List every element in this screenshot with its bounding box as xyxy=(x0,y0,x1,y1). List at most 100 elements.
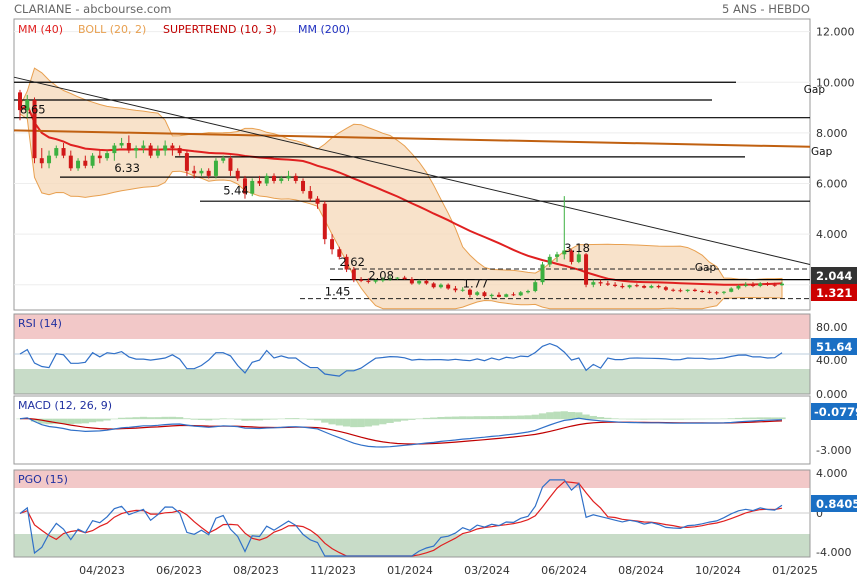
macd-histogram-bar xyxy=(509,415,518,420)
macd-histogram-bar xyxy=(190,418,198,420)
macd-histogram-bar xyxy=(364,418,372,427)
macd-histogram-bar xyxy=(125,417,133,420)
candle-body xyxy=(221,158,226,161)
candle-body xyxy=(322,203,327,240)
candle-body xyxy=(264,175,269,184)
macd-histogram-bar xyxy=(67,418,75,425)
macd-histogram-bar xyxy=(567,412,576,420)
candle-body xyxy=(489,294,494,297)
candle-body xyxy=(678,290,683,292)
candle-body xyxy=(213,160,218,176)
macd-histogram-bar xyxy=(742,417,750,420)
candle-body xyxy=(642,285,647,288)
candle-body xyxy=(293,175,298,181)
candle-body xyxy=(780,283,784,286)
candle-body xyxy=(380,279,385,281)
candle-body xyxy=(184,153,189,171)
candle-body xyxy=(417,280,422,284)
rsi-overbought-zone xyxy=(14,314,810,339)
candle-body xyxy=(301,180,306,192)
candle-body xyxy=(743,284,748,286)
macd-histogram-bar xyxy=(749,417,757,420)
macd-histogram-bar xyxy=(575,412,583,420)
candle-body xyxy=(605,283,610,285)
macd-histogram-bar xyxy=(655,418,663,420)
candle-body xyxy=(32,99,37,159)
macd-tick: -3.000 xyxy=(816,444,851,457)
macd-histogram-bar xyxy=(401,418,409,421)
x-tick-label: 11/2023 xyxy=(310,564,356,577)
x-tick-label: 01/2024 xyxy=(387,564,433,577)
candle-body xyxy=(47,155,52,164)
candle-body xyxy=(591,282,596,285)
legend-boll: BOLL (20, 2) xyxy=(78,23,146,36)
macd-histogram-bar xyxy=(466,416,474,420)
macd-histogram-bar xyxy=(604,417,612,420)
macd-histogram-bar xyxy=(226,418,235,420)
candle-body xyxy=(402,277,407,280)
candle-body xyxy=(25,99,30,111)
pgo-tick-4: 4.000 xyxy=(816,467,848,480)
macd-histogram-bar xyxy=(691,418,699,420)
macd-histogram-bar xyxy=(437,416,445,420)
candle-body xyxy=(765,283,770,285)
macd-histogram-bar xyxy=(255,418,264,421)
candle-body xyxy=(518,292,523,296)
macd-histogram-bar xyxy=(473,416,481,420)
candle-body xyxy=(83,160,88,166)
macd-histogram-bar xyxy=(335,418,343,426)
price-annotation: 3.18 xyxy=(564,241,590,255)
candle-body xyxy=(729,288,734,292)
candle-body xyxy=(170,145,175,149)
macd-histogram-bar xyxy=(640,418,648,420)
x-tick-label: 06/2024 xyxy=(541,564,587,577)
macd-histogram-bar xyxy=(161,416,169,420)
x-tick-label: 10/2024 xyxy=(695,564,741,577)
macd-histogram-bar xyxy=(147,417,155,420)
macd-line xyxy=(19,417,783,448)
price-annotation: 2.62 xyxy=(339,255,365,269)
long-trendline xyxy=(13,129,811,148)
pgo-upper-zone xyxy=(14,470,810,488)
macd-histogram-bar xyxy=(168,416,177,420)
macd-histogram-bar xyxy=(234,418,242,420)
macd-histogram-bar xyxy=(582,414,590,420)
macd-histogram-bar xyxy=(778,417,786,420)
candle-body xyxy=(148,145,153,156)
rsi-last-value: 51.64 xyxy=(816,340,852,354)
candle-body xyxy=(714,292,719,294)
candle-body xyxy=(105,153,110,159)
gap-label: Gap xyxy=(695,262,717,274)
macd-histogram-bar xyxy=(553,411,561,420)
candle-body xyxy=(620,285,625,288)
macd-histogram-bar xyxy=(59,418,68,424)
macd-last-value: -0.0779 xyxy=(814,405,860,419)
price-annotation: 1.77 xyxy=(463,277,489,291)
x-tick-label: 08/2024 xyxy=(618,564,664,577)
candle-body xyxy=(482,292,487,297)
rsi-label: RSI (14) xyxy=(18,317,62,330)
candle-body xyxy=(388,278,393,280)
macd-histogram-bar xyxy=(531,414,539,420)
candle-body xyxy=(250,180,255,194)
candle-body xyxy=(526,291,530,293)
macd-histogram-bar xyxy=(415,418,423,420)
macd-histogram-bar xyxy=(110,418,118,420)
pgo-label: PGO (15) xyxy=(18,473,68,486)
macd-histogram-bar xyxy=(618,418,626,420)
macd-histogram-bar xyxy=(422,417,431,420)
candle-body xyxy=(373,280,378,282)
macd-histogram-bar xyxy=(408,418,416,420)
legend-supertrend: SUPERTREND (10, 3) xyxy=(163,23,277,36)
macd-histogram-bar xyxy=(197,418,206,420)
candle-body xyxy=(76,160,81,169)
candle-body xyxy=(192,170,197,174)
macd-histogram-bar xyxy=(430,417,438,420)
x-tick-label: 04/2023 xyxy=(79,564,125,577)
candle-body xyxy=(627,285,632,288)
last-price-tag xyxy=(811,267,857,284)
x-axis: 04/2023 06/2023 08/2023 11/2023 01/2024 03/20… xyxy=(79,564,818,577)
price-annotation: 6.33 xyxy=(114,161,140,175)
price-annotation: 1.45 xyxy=(325,285,351,299)
macd-histogram-bar xyxy=(756,417,764,420)
